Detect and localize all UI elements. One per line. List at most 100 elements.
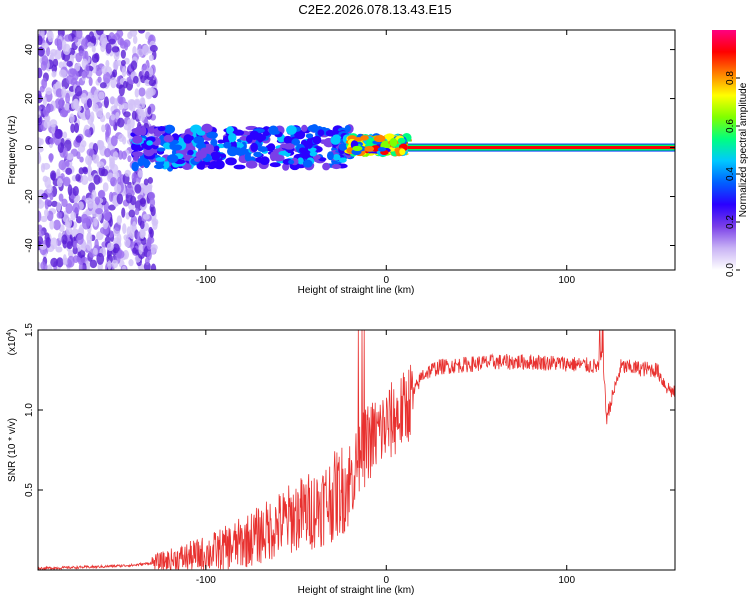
noise-blob (116, 193, 124, 205)
noise-blob (45, 237, 52, 248)
noise-blob (51, 70, 57, 78)
signal-blob (226, 126, 235, 135)
signal-blob (137, 157, 145, 167)
signal-blob (183, 134, 193, 144)
signal-blob (131, 161, 139, 172)
signal-blob (250, 142, 259, 153)
noise-blob (101, 65, 108, 75)
noise-blob (144, 70, 150, 79)
spectrogram-y-label: Frequency (Hz) (7, 116, 18, 185)
signal-blob (309, 151, 317, 157)
noise-blob (117, 117, 125, 128)
noise-blob (101, 168, 109, 177)
signal-blob (249, 130, 260, 140)
noise-blob (143, 261, 151, 270)
signal-blob (244, 152, 252, 162)
noise-blob (92, 103, 99, 112)
noise-blob (65, 160, 70, 168)
signal-blob (182, 163, 192, 170)
noise-blob (122, 249, 130, 260)
spectrogram-x-label: Height of straight line (km) (298, 285, 415, 296)
signal-blob (338, 157, 347, 163)
noise-blob (147, 106, 152, 115)
noise-blob (101, 124, 106, 133)
noise-blob (99, 82, 107, 89)
noise-blob (85, 154, 93, 166)
noise-blob (59, 109, 68, 118)
noise-blob (139, 229, 146, 239)
signal-blob (233, 164, 246, 170)
noise-blob (152, 220, 158, 231)
noise-blob (144, 257, 150, 266)
noise-blob (139, 97, 145, 105)
signal-blob (193, 136, 205, 144)
noise-blob (117, 250, 125, 259)
noise-blob (38, 230, 45, 237)
signal-blob (302, 159, 313, 168)
noise-blob (61, 198, 68, 208)
noise-blob (51, 200, 58, 208)
noise-blob (137, 30, 146, 34)
noise-blob (65, 217, 73, 229)
noise-blob (55, 246, 63, 253)
signal-blob (155, 157, 166, 162)
noise-blob (132, 46, 137, 56)
noise-blob (91, 45, 96, 53)
signal-blob (288, 159, 295, 165)
noise-blob (124, 41, 129, 51)
signal-blob (297, 157, 304, 165)
colorbar: 0.0 0.2 0.4 0.6 0.8 Normalized spectral ampl… (712, 30, 749, 277)
colorbar-tick-label: 0.4 (725, 167, 736, 181)
noise-blob (78, 262, 84, 270)
noise-blob (65, 153, 74, 160)
noise-blob (67, 255, 75, 268)
noise-blob (58, 159, 67, 171)
noise-blob (95, 208, 103, 215)
noise-blob (97, 190, 105, 199)
noise-blob (72, 246, 78, 255)
noise-blob (56, 201, 62, 212)
noise-blob (55, 88, 63, 98)
x-tick-label: 100 (558, 575, 575, 586)
signal-blob (198, 161, 206, 170)
y-tick-label: -40 (24, 238, 35, 253)
signal-blob (132, 155, 140, 161)
colorbar-gradient (712, 30, 736, 270)
noise-blob (97, 76, 102, 83)
signal-blob (354, 137, 363, 142)
noise-blob (49, 170, 57, 181)
noise-blob (109, 157, 116, 168)
noise-blob (113, 97, 118, 110)
colorbar-tick-label: 0.2 (725, 215, 736, 229)
signal-blob (232, 129, 245, 136)
signal-blob (163, 134, 174, 143)
noise-blob (56, 257, 64, 268)
noise-blob (116, 215, 122, 225)
noise-blob (57, 142, 65, 154)
noise-blob (87, 165, 93, 177)
signal-blob (322, 162, 331, 171)
noise-blob (47, 264, 53, 270)
noise-blob (100, 33, 108, 46)
noise-blob (53, 219, 61, 231)
noise-blob (111, 46, 120, 53)
noise-blob (82, 50, 87, 61)
signal-blob (146, 140, 153, 146)
noise-blob (108, 38, 116, 45)
signal-blob (164, 124, 176, 134)
noise-blob (120, 59, 126, 67)
noise-blob (114, 183, 122, 194)
noise-blob (120, 49, 126, 59)
noise-blob (90, 35, 97, 44)
noise-blob (88, 77, 93, 87)
signal-blob (147, 126, 155, 134)
noise-blob (104, 148, 111, 158)
noise-blob (128, 259, 134, 267)
noise-blob (138, 87, 146, 97)
noise-blob (38, 152, 41, 164)
noise-blob (49, 137, 55, 145)
noise-blob (117, 176, 122, 186)
signal-blob (153, 164, 165, 170)
noise-blob (121, 150, 127, 160)
